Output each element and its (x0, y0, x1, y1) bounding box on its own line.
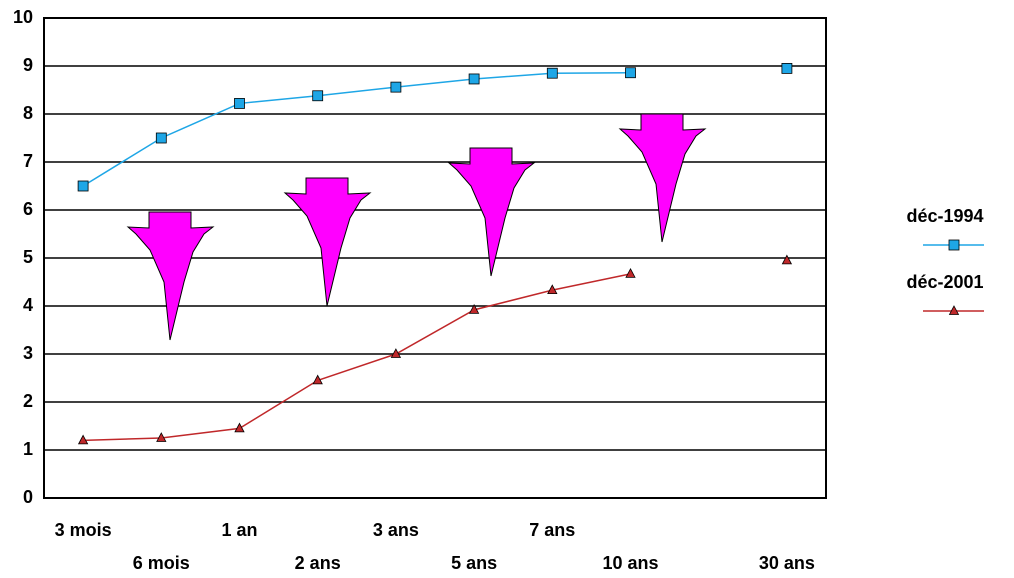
down-arrow (285, 178, 370, 306)
y-tick-label: 9 (23, 55, 33, 75)
x-tick-label: 1 an (221, 520, 257, 540)
y-tick-label: 4 (23, 295, 33, 315)
marker (313, 91, 323, 101)
y-tick-label: 10 (13, 7, 33, 27)
x-tick-label: 10 ans (602, 553, 658, 573)
y-tick-label: 1 (23, 439, 33, 459)
y-tick-label: 8 (23, 103, 33, 123)
x-tick-label: 7 ans (529, 520, 575, 540)
x-tick-label: 2 ans (295, 553, 341, 573)
y-tick-label: 6 (23, 199, 33, 219)
legend-label: déc-1994 (906, 206, 983, 226)
marker (391, 82, 401, 92)
marker (782, 255, 791, 264)
x-tick-label: 3 mois (55, 520, 112, 540)
legend-marker (949, 240, 959, 250)
down-arrow (128, 212, 213, 340)
marker (626, 269, 635, 278)
down-arrow (620, 114, 705, 242)
y-tick-label: 5 (23, 247, 33, 267)
marker (469, 74, 479, 84)
marker (547, 68, 557, 78)
marker (626, 68, 636, 78)
x-tick-label: 6 mois (133, 553, 190, 573)
y-tick-label: 7 (23, 151, 33, 171)
marker (235, 423, 244, 432)
legend-label: déc-2001 (906, 272, 983, 292)
marker (782, 63, 792, 73)
chart: 0 1 2 3 4 5 6 7 8 9 10 3 mois 6 mois 1 an 2 ans 3 ans 5 … (0, 0, 1014, 578)
y-tick-label: 2 (23, 391, 33, 411)
down-arrow (449, 148, 534, 276)
x-tick-label: 5 ans (451, 553, 497, 573)
marker (78, 181, 88, 191)
y-tick-label: 3 (23, 343, 33, 363)
x-tick-label: 30 ans (759, 553, 815, 573)
y-tick-label: 0 (23, 487, 33, 507)
marker (235, 98, 245, 108)
x-tick-label: 3 ans (373, 520, 419, 540)
marker (156, 133, 166, 143)
series-line (83, 260, 787, 440)
